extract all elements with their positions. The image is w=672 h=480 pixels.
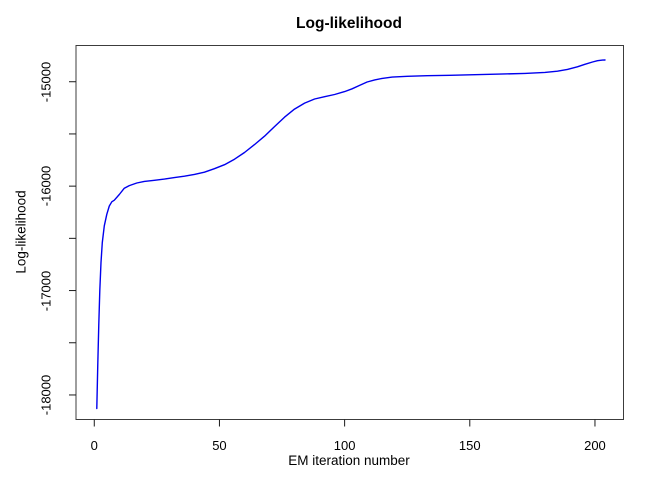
x-tick-label: 100 (333, 438, 356, 453)
y-tick-label: -16000 (38, 165, 54, 207)
x-tick-label: 0 (90, 438, 98, 453)
y-tick-label: -17000 (38, 270, 54, 311)
loglik-curve (96, 59, 606, 410)
y-tick-label: -15000 (38, 61, 54, 102)
x-axis-title: EM iteration number (288, 453, 410, 468)
y-tick-label: -18000 (38, 374, 54, 416)
x-tick-label: 200 (584, 438, 606, 453)
y-axis-title: Log-likelihood (13, 190, 29, 274)
chart-title: Log-likelihood (296, 15, 402, 32)
plot-box (75, 45, 624, 420)
x-tick-label: 150 (458, 438, 481, 453)
x-tick-label: 50 (212, 438, 227, 453)
